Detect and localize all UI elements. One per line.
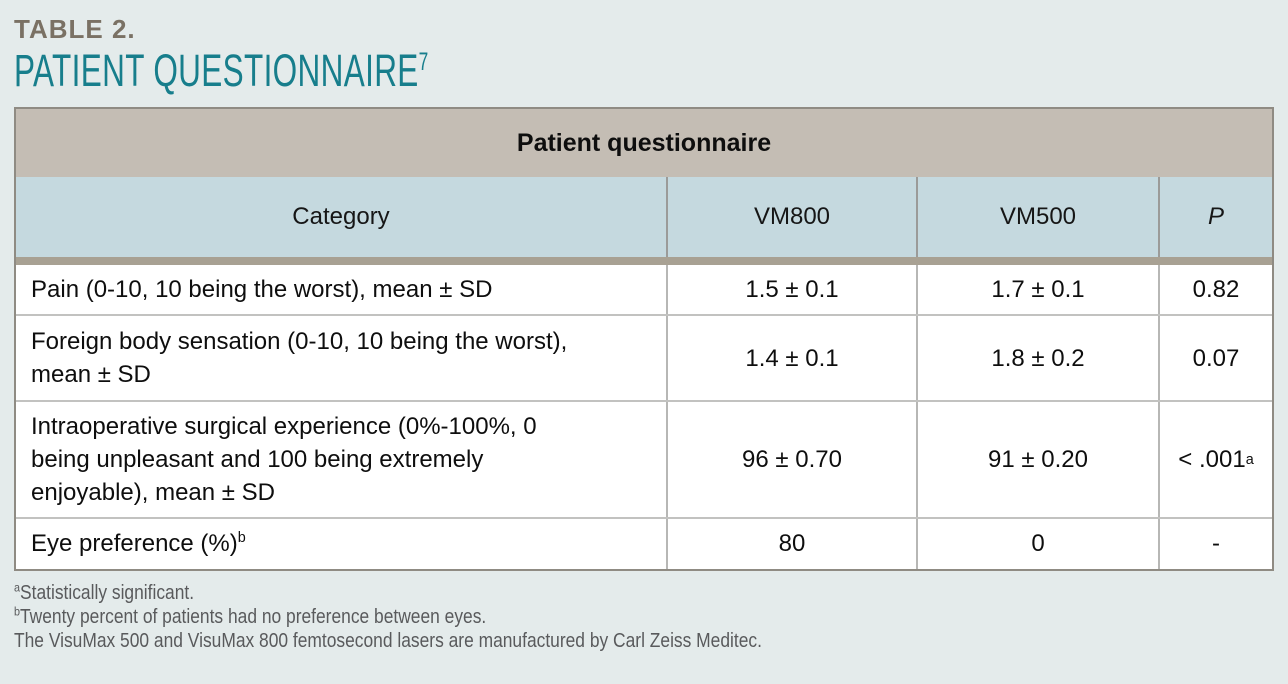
column-header-p-value: P xyxy=(1158,177,1272,257)
header-body-separator xyxy=(16,257,1272,265)
category-superscript: b xyxy=(237,530,246,547)
cell-vm500: 91 ± 0.20 xyxy=(916,402,1158,518)
table-header-row: Category VM800 VM500 P xyxy=(16,177,1272,257)
footnote-manufacturer: The VisuMax 500 and VisuMax 800 femtosec… xyxy=(14,629,762,652)
cell-vm800: 96 ± 0.70 xyxy=(666,402,916,518)
footnote-b: bTwenty percent of patients had no prefe… xyxy=(14,603,487,628)
cell-vm500: 0 xyxy=(916,519,1158,569)
footnotes: aStatistically significant. bTwenty perc… xyxy=(14,581,1274,653)
category-text: Foreign body sensation (0-10, 10 being t… xyxy=(31,328,568,389)
footnote-b-marker: b xyxy=(14,603,21,618)
cell-p-value: - xyxy=(1158,519,1272,569)
page-title: PATIENT QUESTIONNAIRE7 xyxy=(14,48,1274,94)
page-title-text: PATIENT QUESTIONNAIRE7 xyxy=(14,48,429,94)
table-number-label: TABLE 2. xyxy=(14,14,136,44)
page-title-reference-superscript: 7 xyxy=(418,49,429,76)
category-text: Intraoperative surgical experience (0%-1… xyxy=(31,413,537,507)
cell-vm800: 1.4 ± 0.1 xyxy=(666,316,916,401)
cell-p-value: < .001 a xyxy=(1158,402,1272,518)
footnote-a: aStatistically significant. xyxy=(14,579,195,604)
page: TABLE 2. PATIENT QUESTIONNAIRE7 Patient … xyxy=(14,14,1274,653)
cell-category: Intraoperative surgical experience (0%-1… xyxy=(16,402,666,517)
column-header-category: Category xyxy=(292,203,390,230)
table-row-eye-preference: Eye preference (%)b 80 0 - xyxy=(16,517,1272,569)
cell-vm500: 1.8 ± 0.2 xyxy=(916,316,1158,401)
cell-vm800: 80 xyxy=(666,519,916,569)
table-row-pain: Pain (0-10, 10 being the worst), mean ± … xyxy=(16,265,1272,315)
table-row-foreign-body-sensation: Foreign body sensation (0-10, 10 being t… xyxy=(16,314,1272,401)
category-text: Pain (0-10, 10 being the worst), mean ± … xyxy=(31,276,493,303)
cell-p-value: 0.82 xyxy=(1158,265,1272,315)
cell-vm800: 1.5 ± 0.1 xyxy=(666,265,916,315)
cell-vm500: 1.7 ± 0.1 xyxy=(916,265,1158,315)
category-text: Eye preference (%)b xyxy=(31,530,246,558)
cell-category: Foreign body sensation (0-10, 10 being t… xyxy=(16,316,666,400)
column-header-vm500: VM500 xyxy=(916,177,1158,257)
patient-questionnaire-table: Patient questionnaire Category VM800 VM5… xyxy=(14,107,1274,571)
cell-category: Eye preference (%)b xyxy=(16,519,666,568)
page-title-main: PATIENT QUESTIONNAIRE xyxy=(14,45,419,96)
column-header-vm800: VM800 xyxy=(666,177,916,257)
cell-p-value: 0.07 xyxy=(1158,316,1272,401)
table-row-intraoperative-surgical-experience: Intraoperative surgical experience (0%-1… xyxy=(16,400,1272,518)
cell-category: Pain (0-10, 10 being the worst), mean ± … xyxy=(16,265,666,314)
table-caption: Patient questionnaire xyxy=(16,109,1272,177)
footnote-a-marker: a xyxy=(14,579,21,594)
